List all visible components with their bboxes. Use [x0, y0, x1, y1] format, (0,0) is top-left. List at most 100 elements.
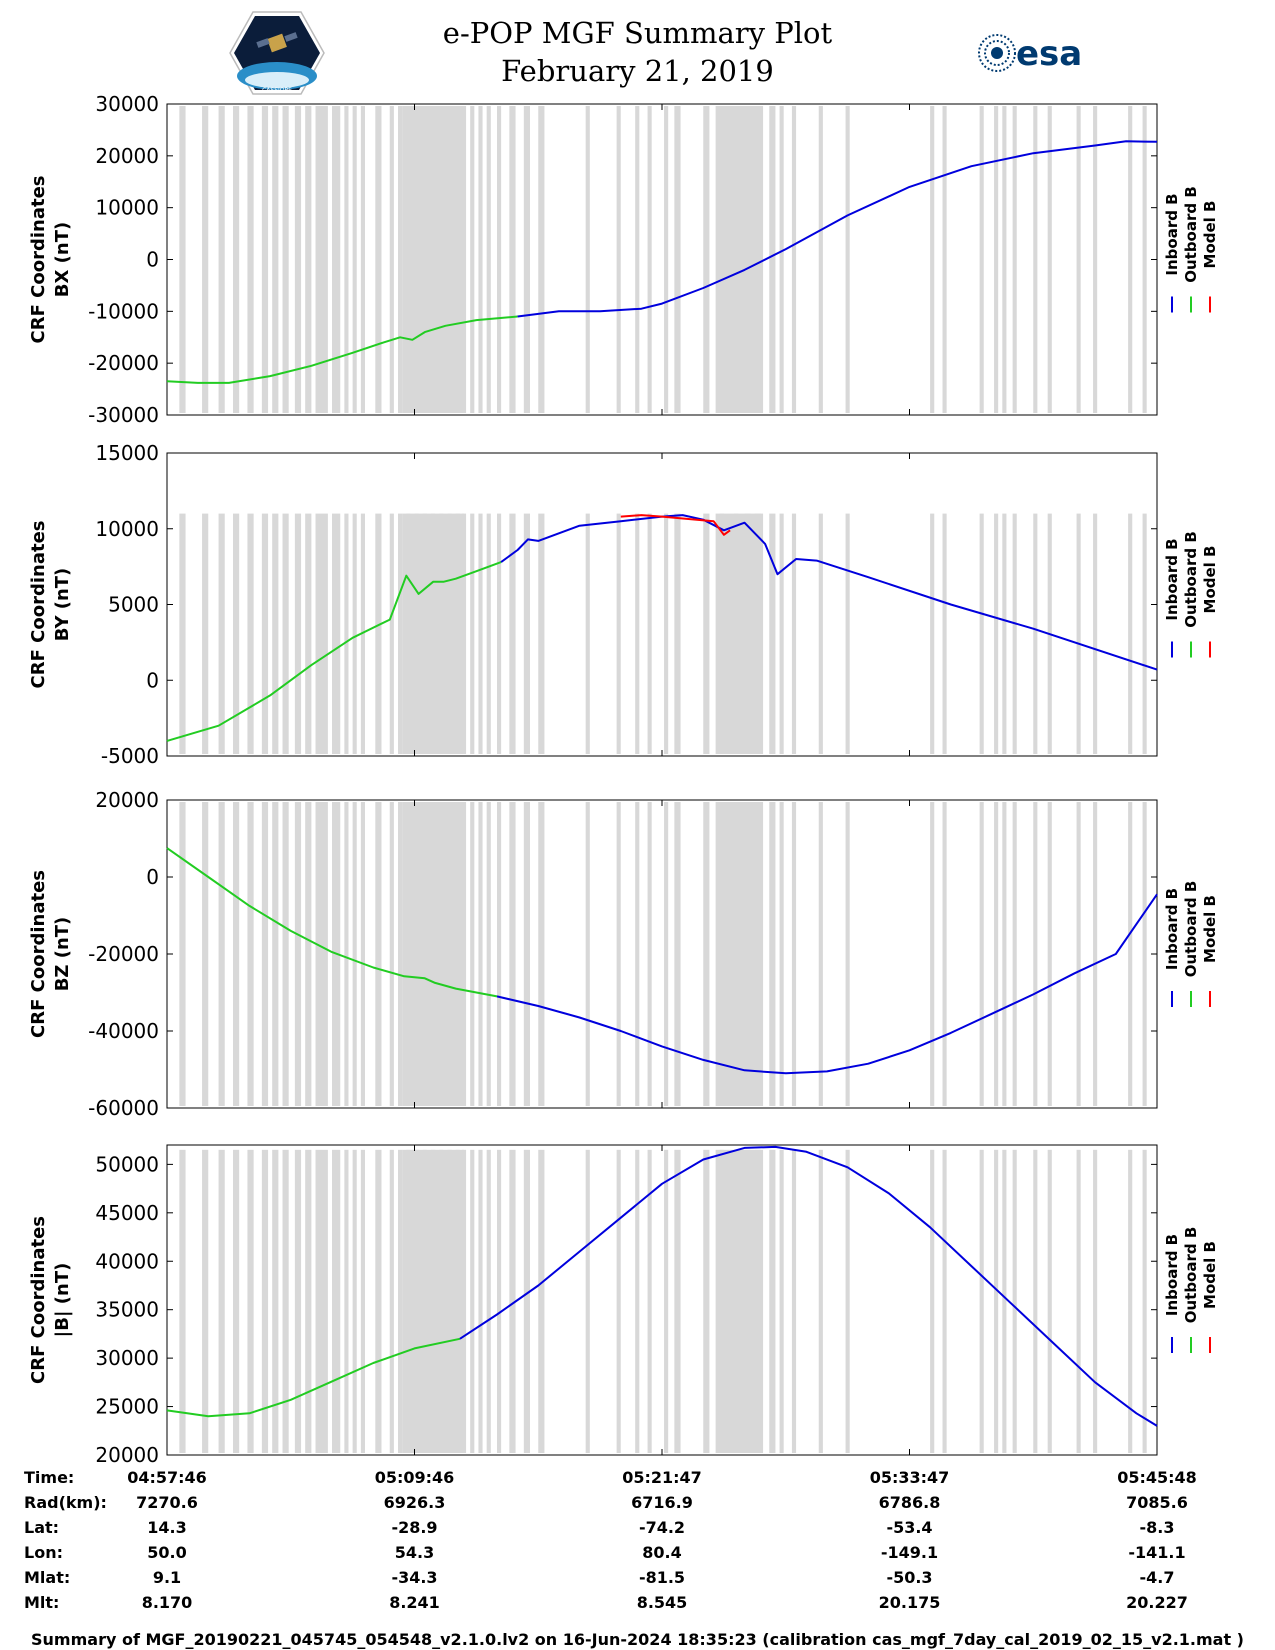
gap-band — [233, 513, 240, 754]
y-tick-label: -10000 — [88, 299, 159, 323]
gap-band — [538, 513, 545, 754]
gap-band — [497, 106, 502, 413]
gap-band — [344, 1149, 349, 1453]
gap-band — [769, 802, 776, 1106]
gap-band — [352, 513, 357, 754]
series-line-model-b — [620, 514, 731, 536]
gap-band — [1047, 802, 1052, 1106]
gap-band — [1002, 1149, 1007, 1453]
gap-band — [791, 106, 797, 413]
gap-band — [523, 106, 530, 413]
gap-band — [647, 106, 652, 413]
gap-band — [261, 802, 269, 1106]
gap-band — [635, 1149, 640, 1453]
y-axis-label: BY (nT) — [52, 568, 73, 642]
series-line-inboard-b — [496, 893, 1158, 1075]
gap-band — [478, 513, 483, 754]
footer-summary: Summary of MGF_20190221_045745_054548_v2… — [31, 1630, 1244, 1649]
gap-band — [497, 802, 502, 1106]
gap-band — [247, 106, 254, 413]
legend-label: Outboard B — [1182, 1227, 1200, 1324]
gap-band — [703, 802, 710, 1106]
y-tick-label: 0 — [146, 668, 159, 692]
plot-date: February 21, 2019 — [501, 54, 774, 88]
gap-band — [1076, 802, 1081, 1106]
gap-band — [585, 1149, 590, 1453]
gap-band — [930, 802, 935, 1106]
legend-label: Inboard B — [1163, 538, 1181, 620]
gap-band — [674, 802, 681, 1106]
gap-band — [779, 106, 784, 413]
gap-band — [664, 1149, 669, 1453]
gap-band — [478, 1149, 483, 1453]
y-axis-label: BZ (nT) — [52, 917, 73, 992]
series-line-inboard-b — [500, 514, 1158, 671]
gap-band — [294, 106, 302, 413]
gap-band — [1012, 802, 1017, 1106]
gap-band — [218, 1149, 225, 1453]
gap-band — [616, 513, 621, 754]
gap-band — [344, 802, 349, 1106]
gap-band — [233, 802, 240, 1106]
gap-band — [635, 513, 640, 754]
gap-band — [1128, 802, 1133, 1106]
gap-band — [1093, 513, 1098, 754]
cassiope-logo-text: CASSIOPE — [262, 87, 292, 94]
gap-band — [647, 1149, 652, 1453]
gap-band — [233, 1149, 240, 1453]
gap-band — [942, 513, 947, 754]
gap-band — [664, 513, 669, 754]
gap-band — [779, 1149, 784, 1453]
gap-band — [979, 802, 984, 1106]
gap-band — [791, 802, 797, 1106]
y-tick-label: -60000 — [88, 1096, 159, 1120]
gap-band — [402, 1149, 464, 1453]
legend-label: Outboard B — [1182, 186, 1200, 283]
gap-band — [979, 1149, 984, 1453]
gap-band — [497, 1149, 502, 1453]
gap-band — [538, 1149, 545, 1453]
gap-band — [261, 106, 269, 413]
gap-band — [845, 513, 850, 754]
gap-band — [247, 513, 254, 754]
gap-band — [179, 106, 186, 413]
gap-band — [523, 513, 530, 754]
y-tick-label: 0 — [146, 248, 159, 272]
gap-band — [509, 106, 516, 413]
legend-label: Model B — [1201, 895, 1219, 963]
gap-band — [674, 513, 681, 754]
gap-band — [282, 1149, 289, 1453]
gap-band — [1076, 106, 1081, 413]
y-axis-label: CRF Coordinates — [28, 521, 49, 689]
gap-band — [202, 1149, 209, 1453]
gap-band — [272, 1149, 279, 1453]
gap-band — [1033, 802, 1038, 1106]
gap-band — [1047, 106, 1052, 413]
gap-band — [332, 106, 341, 413]
gap-band — [509, 513, 516, 754]
gap-band — [389, 106, 394, 413]
gap-band — [585, 802, 590, 1106]
series-line-outboard-b — [166, 561, 502, 742]
y-tick-label: -5000 — [101, 744, 159, 768]
gap-band — [703, 1149, 710, 1453]
gap-band — [1047, 1149, 1052, 1453]
chart-panel-bz: 20000 0 -20000 -40000 -60000 CRF Coordinates B… — [28, 788, 1219, 1120]
gap-band — [179, 513, 186, 754]
gap-band — [930, 106, 935, 413]
gap-band — [294, 1149, 302, 1453]
gap-band — [360, 106, 365, 413]
gap-band — [470, 802, 475, 1106]
gap-band — [715, 802, 764, 1106]
gap-band — [352, 802, 357, 1106]
y-tick-label: 45000 — [95, 1201, 159, 1225]
gap-band — [486, 106, 491, 413]
gap-band — [635, 802, 640, 1106]
gap-band — [930, 513, 935, 754]
gap-band — [538, 802, 545, 1106]
gap-band — [1012, 106, 1017, 413]
gap-band — [315, 1149, 328, 1453]
gap-band — [470, 513, 475, 754]
series-line-inboard-b — [459, 1145, 1158, 1427]
gap-band — [715, 513, 764, 754]
